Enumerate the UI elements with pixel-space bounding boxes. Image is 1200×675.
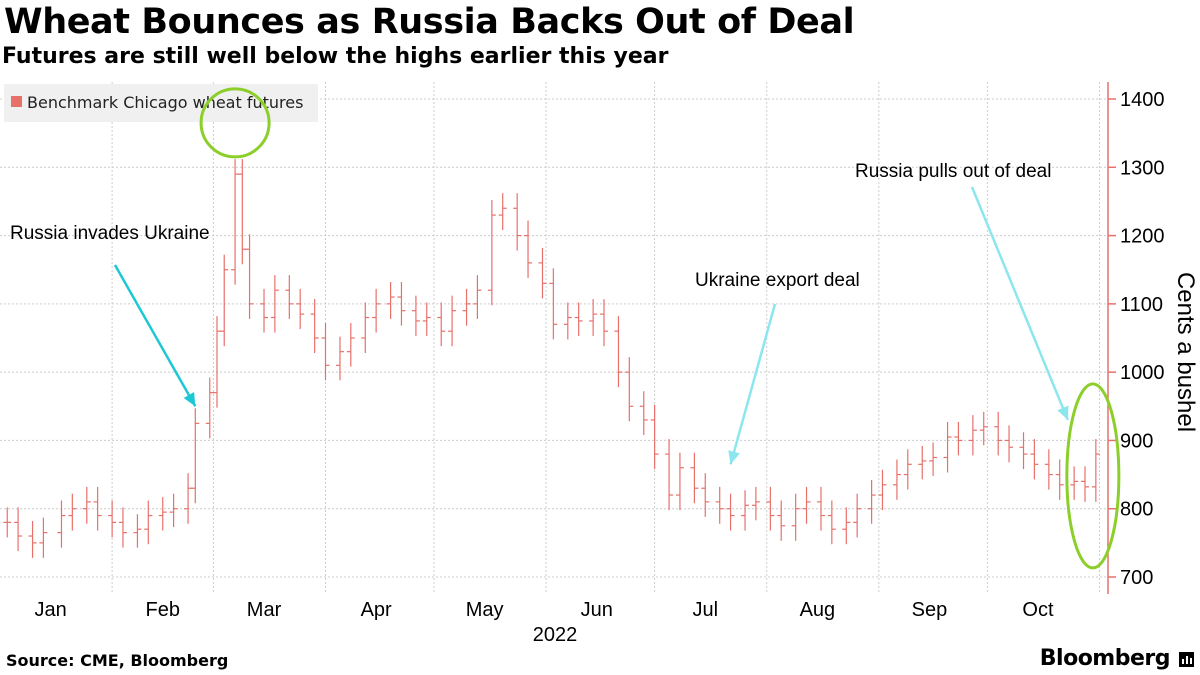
x-year-label: 2022 <box>533 624 578 646</box>
annotation-export-deal: Ukraine export deal <box>695 270 860 291</box>
source-note: Source: CME, Bloomberg <box>6 651 229 670</box>
legend-swatch <box>11 96 22 107</box>
annotation-arrow-pullout <box>970 186 1070 421</box>
y-tick-label-1000: 1000 <box>1120 362 1165 384</box>
annotation-pullout: Russia pulls out of deal <box>855 161 1051 182</box>
x-tick-label-may: May <box>466 599 504 621</box>
y-tick-label-900: 900 <box>1120 430 1153 452</box>
annotation-invasion: Russia invades Ukraine <box>10 223 210 244</box>
x-tick-label-apr: Apr <box>361 599 392 621</box>
x-tick-label-mar: Mar <box>247 599 282 621</box>
annotation-arrow-invasion <box>113 264 197 407</box>
x-tick-label-aug: Aug <box>800 599 836 621</box>
x-tick-label-jun: Jun <box>581 599 613 621</box>
legend-box <box>4 84 318 122</box>
y-tick-label-1400: 1400 <box>1120 89 1165 111</box>
chart-subtitle: Futures are still well below the highs e… <box>2 44 669 69</box>
latest-highlight-ellipse <box>1065 382 1121 570</box>
bloomberg-logo: Bloomberg <box>1039 646 1171 671</box>
chart-title: Wheat Bounces as Russia Backs Out of Dea… <box>4 2 855 42</box>
y-tick-label-1100: 1100 <box>1120 294 1163 316</box>
annotation-arrowhead-export-deal <box>728 450 740 465</box>
x-tick-label-sep: Sep <box>912 599 948 621</box>
annotation-arrowhead-invasion <box>183 392 196 407</box>
y-tick-label-800: 800 <box>1120 499 1153 521</box>
y-tick-label-1200: 1200 <box>1120 226 1165 248</box>
x-tick-label-feb: Feb <box>146 599 180 621</box>
y-tick-label-700: 700 <box>1120 567 1153 589</box>
x-tick-label-jan: Jan <box>35 599 67 621</box>
annotation-arrowhead-pullout <box>1057 405 1069 420</box>
x-tick-label-oct: Oct <box>1022 599 1054 621</box>
x-tick-label-jul: Jul <box>692 599 718 621</box>
bloomberg-terminal-icon <box>1179 652 1194 667</box>
legend-label: Benchmark Chicago wheat futures <box>27 93 303 112</box>
y-axis-title: Cents a bushel <box>1172 272 1199 432</box>
y-tick-label-1300: 1300 <box>1120 157 1165 179</box>
annotation-arrow-export-deal <box>729 303 777 465</box>
peak-highlight-circle <box>199 87 271 159</box>
